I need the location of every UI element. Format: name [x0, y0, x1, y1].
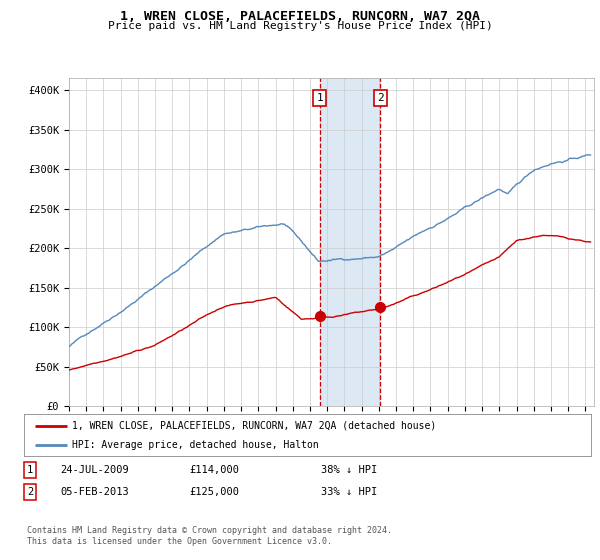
- Text: 33% ↓ HPI: 33% ↓ HPI: [321, 487, 377, 497]
- Text: £125,000: £125,000: [189, 487, 239, 497]
- Text: 1: 1: [27, 465, 33, 475]
- Text: 38% ↓ HPI: 38% ↓ HPI: [321, 465, 377, 475]
- Text: 2: 2: [377, 93, 384, 103]
- Text: 2: 2: [27, 487, 33, 497]
- Bar: [320, 78, 380, 406]
- Text: Contains HM Land Registry data © Crown copyright and database right 2024.
This d: Contains HM Land Registry data © Crown c…: [27, 526, 392, 546]
- Text: HPI: Average price, detached house, Halton: HPI: Average price, detached house, Halt…: [72, 440, 319, 450]
- Text: Price paid vs. HM Land Registry's House Price Index (HPI): Price paid vs. HM Land Registry's House …: [107, 21, 493, 31]
- Text: 24-JUL-2009: 24-JUL-2009: [60, 465, 129, 475]
- Text: 05-FEB-2013: 05-FEB-2013: [60, 487, 129, 497]
- Text: 1, WREN CLOSE, PALACEFIELDS, RUNCORN, WA7 2QA: 1, WREN CLOSE, PALACEFIELDS, RUNCORN, WA…: [120, 10, 480, 23]
- Text: 1, WREN CLOSE, PALACEFIELDS, RUNCORN, WA7 2QA (detached house): 1, WREN CLOSE, PALACEFIELDS, RUNCORN, WA…: [72, 421, 436, 431]
- Text: £114,000: £114,000: [189, 465, 239, 475]
- Text: 1: 1: [316, 93, 323, 103]
